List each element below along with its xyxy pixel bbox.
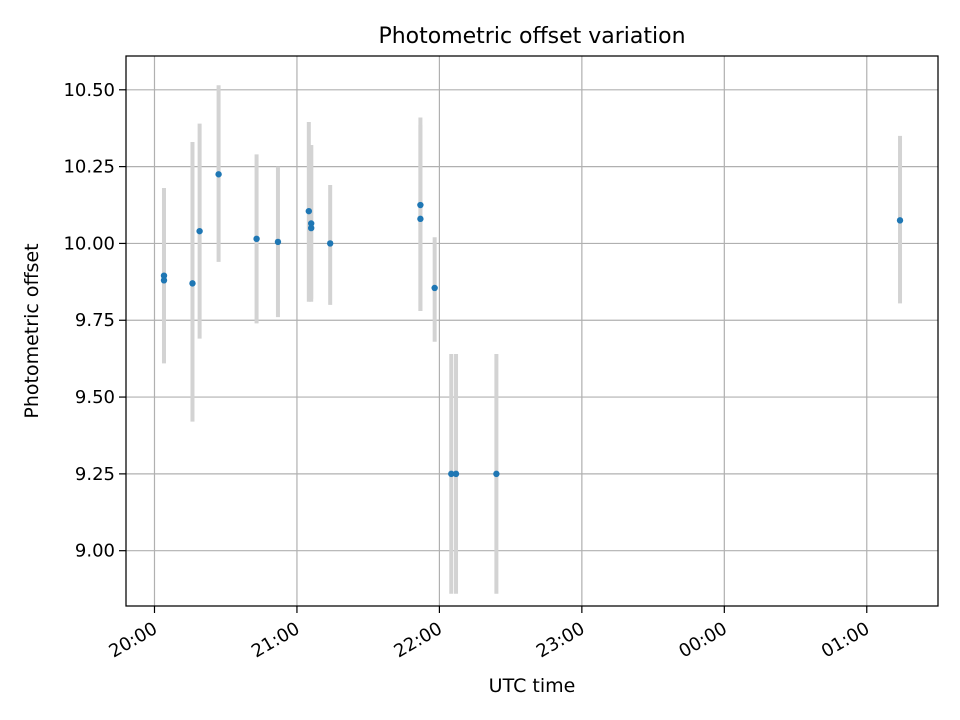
data-point [160, 272, 168, 279]
data-point [431, 284, 438, 292]
data-point [326, 240, 334, 247]
y-tick-label: 9.75 [75, 310, 115, 331]
y-tick-label: 9.00 [75, 541, 115, 562]
data-point [417, 215, 424, 223]
data-point [160, 277, 168, 284]
data-point [493, 470, 500, 478]
chart-title: Photometric offset variation [378, 24, 685, 49]
data-point [452, 470, 460, 478]
data-point [448, 470, 455, 478]
data-point [307, 220, 315, 227]
data-point [307, 224, 315, 232]
y-tick-label: 9.50 [75, 387, 115, 408]
data-point [417, 201, 424, 209]
y-tick-label: 9.25 [75, 464, 115, 485]
y-tick-label: 10.25 [63, 157, 115, 178]
data-point [189, 280, 196, 287]
data-point [253, 235, 260, 243]
data-point [305, 207, 313, 215]
grid-layer [126, 56, 938, 606]
y-tick-label: 10.50 [63, 80, 115, 101]
y-axis-label: Photometric offset [21, 243, 43, 418]
data-point [196, 227, 203, 235]
y-tick-label: 10.00 [63, 233, 115, 254]
x-axis-label: UTC time [489, 675, 576, 697]
point-layer [160, 171, 904, 478]
data-point [896, 217, 904, 224]
y-axis-ticks: 9.00 9.25 9.50 9.75 10.00 10.25 10.50 [63, 80, 126, 562]
data-point [274, 238, 282, 246]
data-point [215, 171, 222, 178]
plot-frame [125, 55, 939, 607]
